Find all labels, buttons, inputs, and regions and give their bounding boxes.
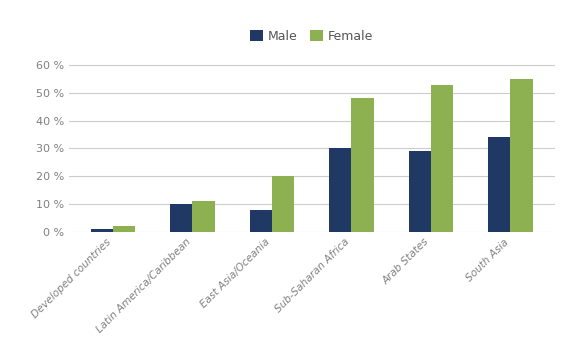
- Bar: [351, 99, 374, 232]
- Bar: [409, 151, 431, 232]
- Bar: [113, 226, 135, 232]
- Bar: [91, 229, 113, 232]
- Legend: Male, Female: Male, Female: [245, 25, 378, 48]
- Bar: [431, 85, 453, 232]
- Bar: [272, 176, 294, 232]
- Bar: [510, 79, 533, 232]
- Bar: [193, 201, 214, 232]
- Bar: [250, 210, 272, 232]
- Bar: [488, 137, 510, 232]
- Bar: [329, 148, 351, 232]
- Bar: [170, 204, 193, 232]
